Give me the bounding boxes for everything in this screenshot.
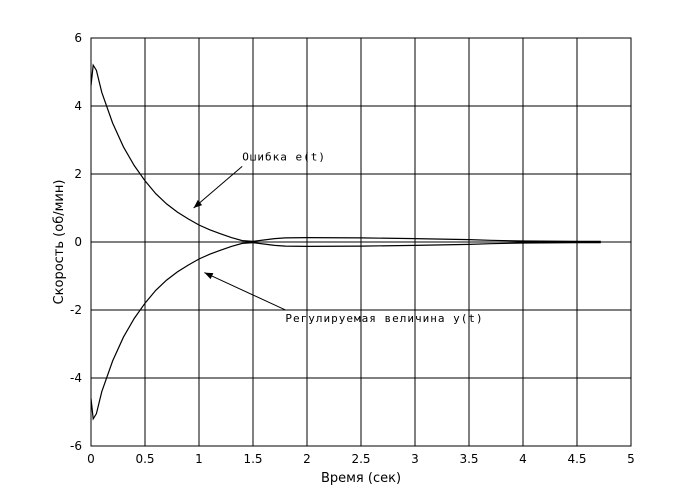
annotation-arrowhead xyxy=(193,200,203,208)
annotation-arrow-line xyxy=(193,166,243,209)
x-tick-label: 3 xyxy=(411,452,419,466)
series-line-2 xyxy=(90,242,601,421)
x-tick-label: 4.5 xyxy=(567,452,586,466)
annotation-2: Регулируемая величина y(t) xyxy=(204,272,483,325)
series-group xyxy=(90,63,601,421)
x-tick-label: 1 xyxy=(195,452,203,466)
y-tick-label: -6 xyxy=(70,439,82,453)
x-tick-label: 2.5 xyxy=(351,452,370,466)
plot-frame xyxy=(90,37,632,447)
annotation-text: Ошибка e(t) xyxy=(242,150,326,163)
annotations: Ошибка e(t) Регулируемая величина y(t) xyxy=(193,150,483,325)
grid xyxy=(90,37,632,447)
y-tick-label: 4 xyxy=(74,99,82,113)
x-tick-label: 0.5 xyxy=(135,452,154,466)
annotation-text: Регулируемая величина y(t) xyxy=(285,312,483,325)
annotation-arrow-line xyxy=(204,272,286,311)
x-tick-label: 0 xyxy=(87,452,95,466)
y-tick-label: 0 xyxy=(74,235,82,249)
x-tick-label: 1.5 xyxy=(243,452,262,466)
x-tick-label: 4 xyxy=(519,452,527,466)
y-tick-label: -2 xyxy=(70,303,82,317)
y-tick-label: 6 xyxy=(74,31,82,45)
x-tick-label: 5 xyxy=(627,452,635,466)
y-tick-labels: -6 -4 -2 0 2 4 6 xyxy=(70,31,82,453)
y-tick-label: -4 xyxy=(70,371,82,385)
x-tick-label: 2 xyxy=(303,452,311,466)
annotation-1: Ошибка e(t) xyxy=(193,150,326,209)
y-tick-label: 2 xyxy=(74,167,82,181)
x-tick-labels: 0 0.5 1 1.5 2 2.5 3 3.5 4 4.5 5 xyxy=(87,452,635,466)
series-line-1 xyxy=(90,63,601,242)
y-axis-label: Скорость (об/мин) xyxy=(52,180,67,305)
annotation-arrowhead xyxy=(204,272,214,280)
x-axis-label: Время (сек) xyxy=(321,471,401,486)
x-tick-label: 3.5 xyxy=(459,452,478,466)
